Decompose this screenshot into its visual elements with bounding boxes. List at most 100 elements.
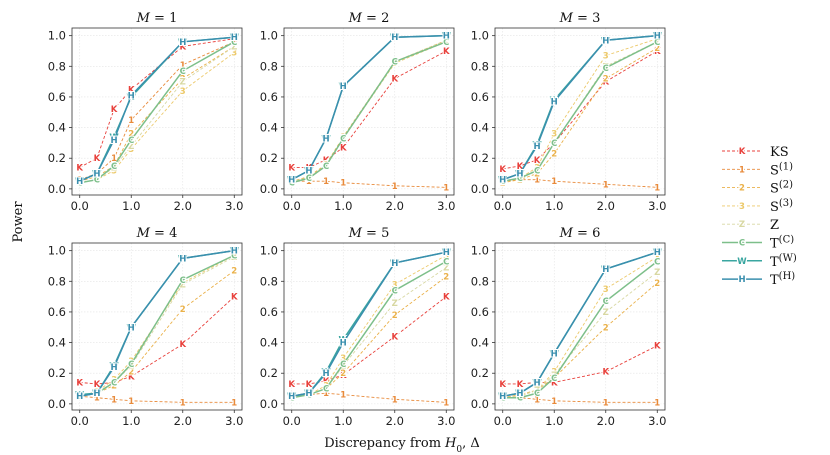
series-line [291,34,447,181]
data-point-marker: Z [603,308,609,318]
data-point-marker: C [128,360,134,370]
data-point-marker: Z [306,174,312,184]
y-tick-label: 0.0 [48,182,66,196]
legend-label-superscript: (1) [779,161,793,172]
series-line [291,267,447,399]
data-point-marker: W [515,170,525,180]
data-point-marker: H [179,38,186,48]
data-point-marker: 2 [180,75,186,85]
series-line [291,276,447,399]
data-point-marker: 3 [340,354,346,364]
data-point-marker: Z [77,179,83,189]
data-point-marker: K [323,377,330,387]
data-point-marker: K [306,163,313,173]
y-tick-label: 0.2 [471,151,489,165]
data-point-marker: K [76,163,83,173]
data-point-marker: 3 [654,35,660,45]
data-point-marker: Z [128,142,134,152]
data-point-marker: 1 [231,398,237,408]
data-point-marker: H [516,389,523,399]
data-point-marker: Z [111,378,117,388]
series-line [291,41,447,182]
legend-label-main: KS [770,145,789,160]
data-point-marker: C [443,38,449,48]
data-point-marker: C [500,394,506,404]
data-point-marker: C [517,174,523,184]
data-point-marker: C [94,176,100,186]
data-point-marker: 3 [500,394,506,404]
data-point-marker: 3 [534,386,540,396]
x-axis-label-main: Discrepancy from [324,436,441,451]
y-tick-label: 0.4 [48,121,66,135]
data-point-marker: C [180,67,186,77]
data-point-marker: 1 [340,391,346,401]
x-tick-label: 2.0 [597,199,615,213]
series-line [502,50,658,170]
data-point-marker: H [93,170,100,180]
legend-marker: 3 [739,202,745,212]
data-point-marker: Z [500,177,506,187]
data-point-marker: H [111,363,118,373]
data-point-marker: H [323,134,330,144]
data-point-marker: K [128,372,135,382]
data-point-marker: Z [392,299,398,309]
x-tick-label: 1.0 [545,199,563,213]
y-axis-label: Power [11,201,26,243]
panel-title-variable: M [348,226,363,241]
series-line [79,41,235,184]
data-point-marker: 2 [443,36,449,46]
data-point-marker: H [534,142,541,152]
panel-grid-lines [284,243,454,410]
panel-title-variable: M [348,11,363,26]
data-point-marker: 2 [534,170,540,180]
panel-grid-lines [72,28,242,195]
panel-frame [71,27,243,196]
legend-marker: Z [739,220,745,230]
x-tick-label: 2.0 [174,414,192,428]
data-point-marker: H [443,32,450,42]
panel-title-equals: = [150,11,169,26]
legend-label-superscript: (W) [779,252,797,263]
data-point-marker: 2 [94,173,100,183]
x-tick-label: 1.0 [334,414,352,428]
data-point-marker: H [111,136,118,146]
panel-grid-lines [72,243,242,410]
data-point-marker: W [178,38,188,48]
y-tick-label: 0.6 [471,90,489,104]
y-tick-label: 0.8 [471,274,489,288]
panel-grid: 0.00.20.40.60.81.00.0 1.0 2.0 3.0M = 1KKKKK… [48,11,667,428]
series-line [502,260,658,399]
data-point-marker: 3 [323,162,329,172]
x-tick-label: 0.0 [494,414,512,428]
panel-title-value: 2 [381,11,389,26]
data-point-marker: 1 [443,183,449,193]
y-tick-label: 0.8 [48,274,66,288]
legend-label-superscript: (C) [779,234,795,245]
legend-label: S(3) [770,197,793,215]
data-point-marker: 1 [603,398,609,408]
data-point-marker: 1 [111,395,117,405]
panel-6: 0.00.20.40.60.81.00.0 1.0 2.0 3.0M = 6K K K KK… [471,226,667,428]
panel-frame [283,27,455,196]
data-point-marker: W [92,170,102,180]
legend-marker: H [738,275,745,285]
legend-marker: 2 [739,184,745,194]
x-tick-label: 0.0 [283,414,301,428]
data-point-marker: H [128,91,135,101]
data-point-marker: K [534,156,541,166]
data-point-marker: 1 [500,177,506,187]
data-point-marker: H [391,33,398,43]
data-point-marker: C [323,385,329,395]
y-tick-label: 0.8 [260,59,278,73]
y-tick-label: 0.8 [48,59,66,73]
y-tick-label: 0.0 [471,182,489,196]
series-line [502,41,658,182]
data-point-marker: C [551,139,557,149]
y-tick-label: 0.0 [260,397,278,411]
data-point-marker: 1 [392,395,398,405]
